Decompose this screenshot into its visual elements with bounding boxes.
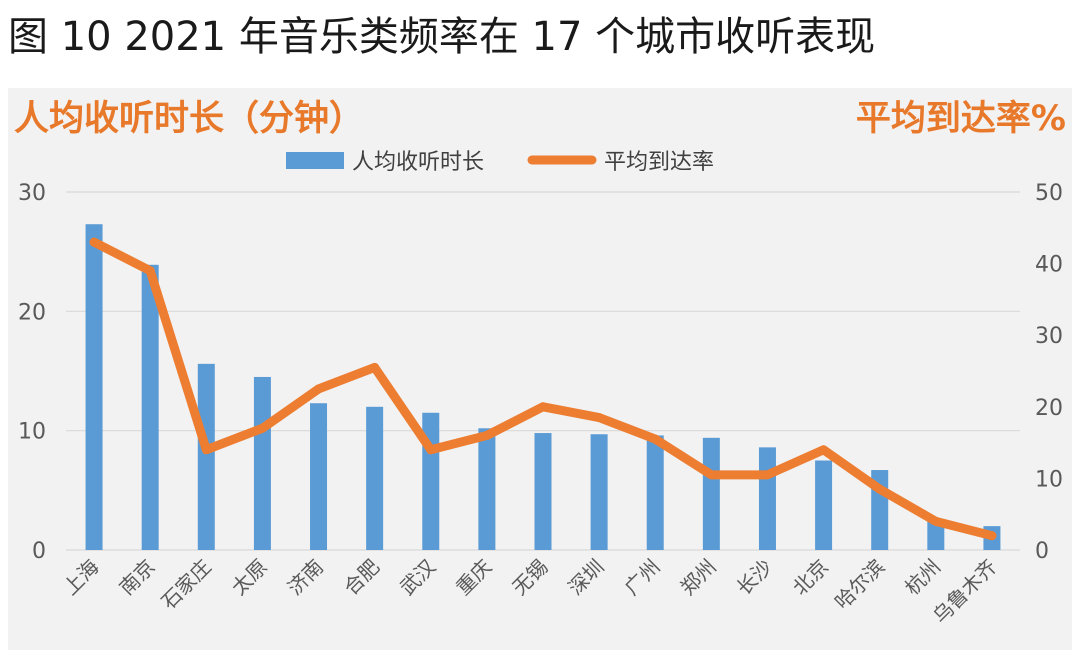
right-axis-title: 平均到达率% <box>856 99 1066 139</box>
bar <box>478 428 496 550</box>
left-axis-title: 人均收听时长（分钟） <box>14 99 364 139</box>
legend-label-line: 平均到达率 <box>604 150 714 175</box>
line-point <box>538 402 548 412</box>
category-label: 太原 <box>227 555 272 600</box>
left-tick-label: 20 <box>18 300 46 325</box>
bar <box>141 264 159 550</box>
line-point <box>145 266 155 276</box>
category-label: 无锡 <box>507 555 552 600</box>
bar <box>366 406 384 550</box>
bar <box>253 376 271 550</box>
line-point <box>257 423 267 433</box>
right-axis-ticks: 0 10 20 30 40 50 <box>1035 181 1063 564</box>
line-point <box>482 430 492 440</box>
line-point <box>931 516 941 526</box>
line-point <box>819 445 829 455</box>
line-point <box>426 445 436 455</box>
combo-chart: 0 10 20 30 0 10 20 30 40 50 上海 南京石家庄 太原 济南 合肥 武汉 重庆 无锡深… <box>14 99 1066 629</box>
category-label: 深圳 <box>563 555 608 600</box>
category-label: 长沙 <box>732 555 777 600</box>
bar <box>758 447 776 550</box>
category-label: 济南 <box>283 555 328 600</box>
right-tick-label: 10 <box>1035 467 1063 492</box>
legend-swatch-bar <box>286 152 344 169</box>
category-label: 哈尔滨 <box>830 555 889 614</box>
bar-series <box>85 224 1001 550</box>
category-label: 重庆 <box>451 555 496 600</box>
category-label: 北京 <box>788 555 833 600</box>
category-label: 武汉 <box>395 555 440 600</box>
bar <box>197 363 215 550</box>
legend: 人均收听时长 平均到达率 <box>286 150 714 175</box>
right-tick-label: 40 <box>1035 253 1063 278</box>
bar <box>85 224 103 550</box>
bar <box>815 460 833 550</box>
line-series <box>89 237 997 541</box>
category-label: 广州 <box>620 555 665 600</box>
legend-label-bar: 人均收听时长 <box>352 150 484 175</box>
right-tick-label: 0 <box>1035 539 1049 564</box>
category-label: 上海 <box>58 555 103 600</box>
line-point <box>650 434 660 444</box>
category-label: 郑州 <box>676 555 721 600</box>
left-tick-label: 0 <box>32 539 46 564</box>
line-point <box>370 362 380 372</box>
category-label: 石家庄 <box>156 555 215 614</box>
category-label: 合肥 <box>339 555 384 600</box>
line-point <box>201 445 211 455</box>
category-label: 南京 <box>114 555 159 600</box>
right-tick-label: 50 <box>1035 181 1063 206</box>
line-point <box>875 484 885 494</box>
bar <box>534 433 552 550</box>
line-point <box>314 384 324 394</box>
bar <box>702 437 720 550</box>
left-tick-label: 10 <box>18 420 46 445</box>
bar <box>310 403 328 550</box>
page-title: 图 10 2021 年音乐类频率在 17 个城市收听表现 <box>8 14 876 60</box>
bar <box>590 434 608 550</box>
line-point <box>594 413 604 423</box>
line-point <box>89 237 99 247</box>
bar <box>927 520 945 550</box>
right-tick-label: 30 <box>1035 324 1063 349</box>
right-tick-label: 20 <box>1035 396 1063 421</box>
category-label: 杭州 <box>900 555 945 600</box>
chart-panel: 0 10 20 30 0 10 20 30 40 50 上海 南京 石家庄 太原 济南 合肥 武汉 重庆 无锡深… <box>8 88 1072 650</box>
line-point <box>762 470 772 480</box>
line-point <box>987 531 997 541</box>
line-point <box>706 470 716 480</box>
bar <box>646 435 664 550</box>
left-tick-label: 30 <box>18 181 46 206</box>
left-axis-ticks: 0 10 20 30 <box>18 181 46 564</box>
